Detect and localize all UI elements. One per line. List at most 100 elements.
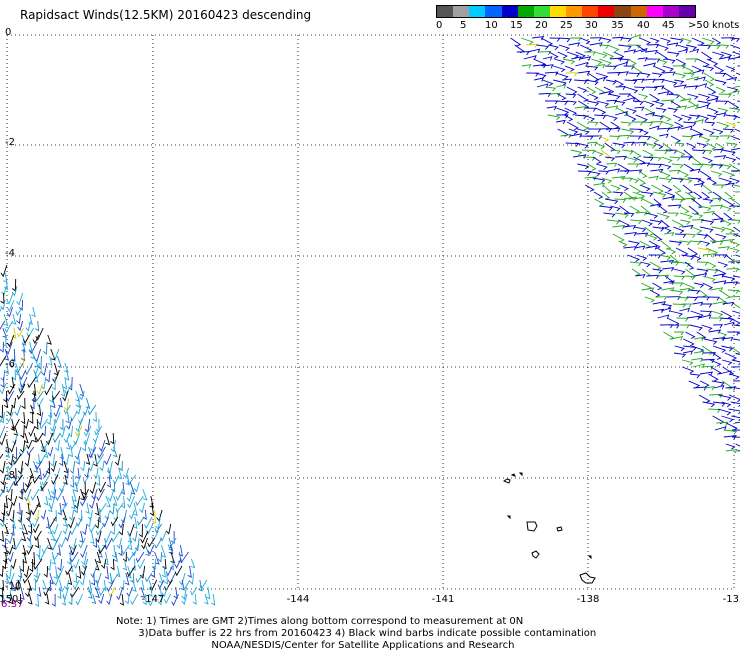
wind-barb (734, 304, 740, 311)
wind-barb (8, 552, 13, 561)
wind-barb (652, 157, 661, 161)
wind-barb (707, 115, 716, 120)
wind-barbs (0, 35, 740, 606)
wind-barb (697, 234, 707, 238)
wind-barb (676, 248, 687, 256)
wind-barb (125, 594, 129, 603)
wind-barb (703, 199, 713, 203)
wind-barb (630, 262, 641, 266)
wind-barb (70, 461, 75, 473)
wind-barb (699, 395, 710, 403)
wind-barb (76, 398, 79, 407)
footnote: Note: 1) Times are GMT 2)Times along bot… (116, 616, 596, 652)
wind-barb (647, 45, 658, 48)
wind-barb (661, 164, 671, 169)
wind-barb (692, 227, 702, 233)
wind-barb (59, 454, 62, 465)
wind-barb (607, 220, 619, 224)
wind-barb (724, 213, 732, 220)
wind-barb (19, 489, 22, 499)
wind-barb (30, 412, 33, 423)
wind-barb (703, 66, 713, 71)
wind-barb (723, 199, 733, 207)
wind-barb (74, 573, 77, 583)
wind-barb (17, 293, 23, 305)
wind-barb (77, 566, 81, 578)
wind-barb (545, 72, 558, 75)
wind-barb (61, 384, 65, 396)
wind-barb (638, 129, 648, 135)
wind-barb (690, 374, 699, 378)
wind-barb (716, 101, 728, 104)
wind-barb (172, 594, 179, 605)
wind-barb (48, 405, 51, 417)
wind-barb (712, 52, 723, 58)
wind-barb (643, 143, 655, 148)
wind-barb (566, 94, 576, 98)
wind-barb (134, 482, 139, 492)
wind-barb (567, 52, 578, 58)
wind-barb (712, 227, 725, 232)
wind-barb (727, 269, 739, 272)
wind-barb (593, 157, 601, 163)
wind-barb (713, 149, 722, 152)
wind-barb (683, 185, 692, 193)
wind-barb (580, 38, 589, 44)
wind-barb (578, 87, 587, 93)
wind-barb (511, 38, 521, 46)
wind-barb (122, 545, 129, 554)
wind-barb (92, 489, 97, 499)
wind-barb (670, 311, 682, 317)
wind-barb (21, 412, 24, 424)
wind-barb (638, 94, 647, 99)
wind-barb (673, 304, 686, 308)
wind-barb (661, 220, 669, 228)
wind-barb (608, 45, 619, 52)
wind-barb (8, 405, 13, 415)
wind-barb (614, 52, 624, 58)
wind-barb (74, 559, 80, 568)
wind-barb (119, 461, 122, 470)
wind-barb (591, 59, 601, 65)
wind-barb (589, 94, 598, 100)
wind-barb (680, 206, 689, 213)
wind-barb (91, 440, 97, 452)
wind-barb (553, 66, 564, 72)
wind-barb (595, 108, 605, 114)
wind-barb (659, 134, 668, 138)
wind-barb (548, 45, 558, 50)
wind-barb (687, 316, 700, 320)
wind-barb (613, 143, 625, 148)
wind-barb (718, 262, 727, 267)
wind-barb (605, 66, 616, 70)
wind-barb (599, 129, 611, 132)
wind-barb (643, 157, 653, 161)
wind-barb (37, 384, 42, 394)
wind-barb (116, 566, 120, 577)
wind-barb (69, 517, 75, 528)
wind-barb (699, 105, 709, 109)
wind-barb (707, 99, 718, 103)
wind-barb (1, 265, 7, 276)
wind-barb (80, 531, 84, 542)
wind-barb (691, 169, 700, 173)
wind-barb (698, 206, 710, 211)
wind-barb (664, 233, 674, 237)
wind-barb (700, 241, 709, 246)
wind-barb (685, 234, 695, 238)
wind-barb (7, 293, 13, 304)
wind-barb (19, 370, 26, 379)
wind-barb (47, 335, 51, 344)
wind-barb (650, 38, 659, 43)
wind-barb (731, 220, 740, 224)
wind-barb (629, 73, 640, 77)
wind-barb (179, 573, 185, 585)
wind-barb (719, 94, 731, 98)
wind-barb (585, 66, 597, 70)
wind-barb (15, 405, 21, 415)
wind-barb (734, 325, 740, 329)
wind-barb (730, 57, 740, 61)
wind-barb (596, 164, 607, 170)
wind-barb (707, 262, 715, 268)
wind-barb (620, 185, 628, 191)
